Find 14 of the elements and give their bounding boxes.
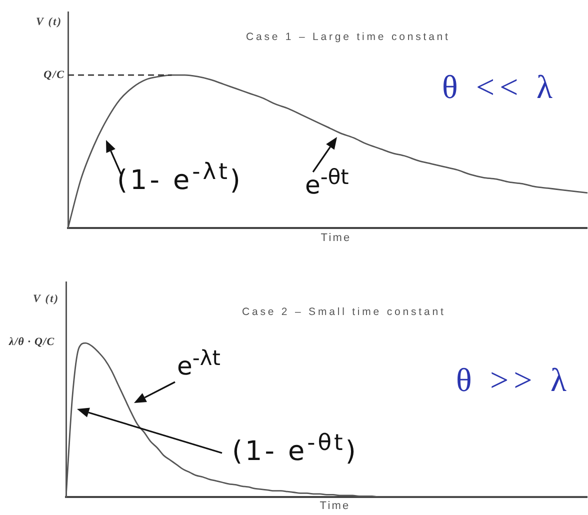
y-axis-title: V (t)	[36, 16, 62, 28]
chart-title: Case 1 – Large time constant	[246, 31, 450, 43]
y-axis-title: V (t)	[33, 293, 60, 305]
annotation: θ >> λ	[456, 363, 572, 400]
ref-line-label: Q/C	[44, 68, 65, 81]
x-axis-title: Time	[320, 500, 350, 512]
annotation: (1- e$^{-θt}$)	[232, 430, 358, 467]
annotation: e$^{-λt}$	[177, 346, 220, 380]
chart-title: Case 2 – Small time constant	[242, 306, 446, 318]
text: λ/θ · Q/C	[9, 336, 55, 348]
x-axis-title: Time	[320, 232, 352, 244]
annotation: (1- e$^{-λt}$)	[117, 159, 243, 196]
annotation: θ << λ	[442, 70, 558, 106]
annotation: e$^{-θt}$	[305, 165, 349, 200]
